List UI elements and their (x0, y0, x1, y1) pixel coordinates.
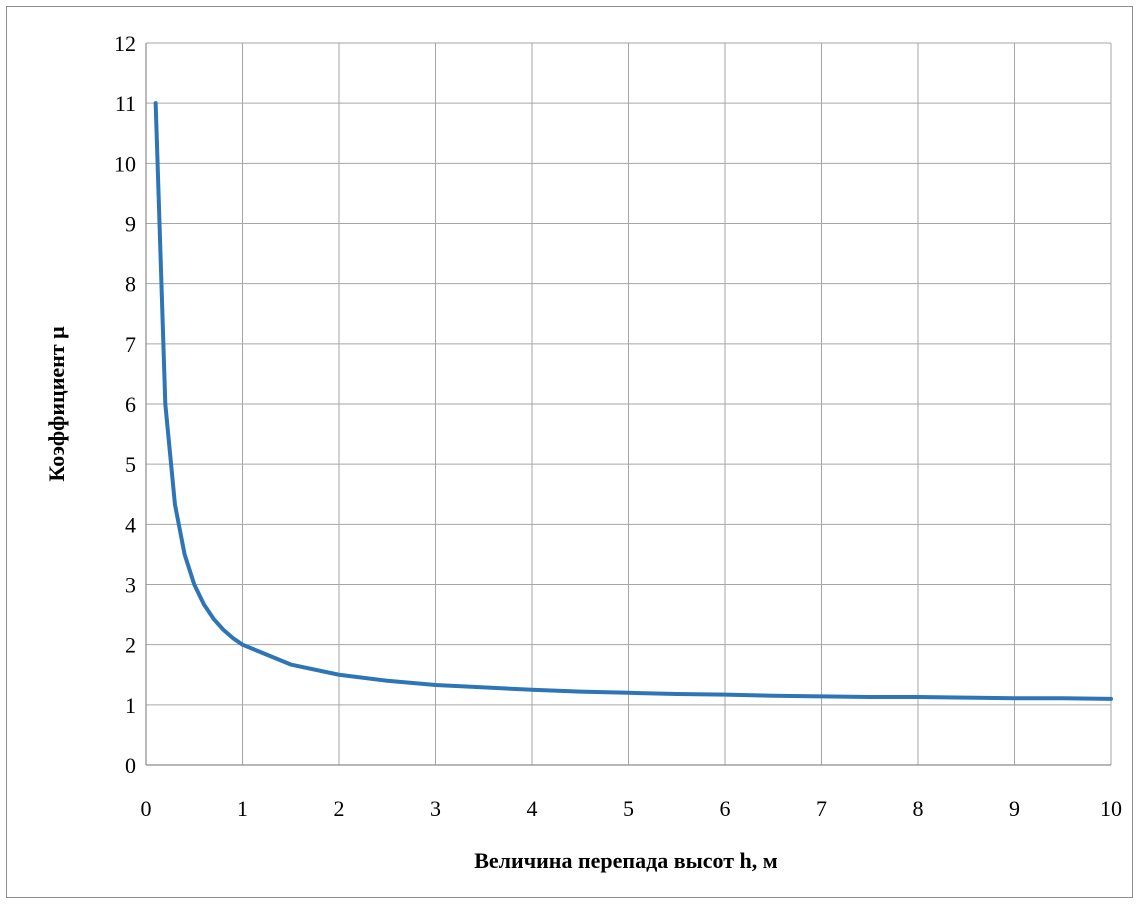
y-tick-label: 11 (115, 91, 136, 116)
x-axis-ticks: 0 1 2 3 4 5 6 7 8 9 10 (141, 796, 1123, 821)
x-tick-label: 9 (1009, 796, 1020, 821)
y-tick-label: 0 (125, 753, 136, 778)
x-tick-label: 8 (913, 796, 924, 821)
series-layer (153, 101, 1113, 701)
y-tick-label: 8 (125, 272, 136, 297)
x-tick-label: 2 (334, 796, 345, 821)
x-tick-label: 10 (1100, 796, 1122, 821)
x-tick-label: 1 (237, 796, 248, 821)
x-tick-label: 4 (527, 796, 538, 821)
y-tick-label: 2 (125, 633, 136, 658)
chart-frame (6, 6, 1133, 898)
y-tick-label: 12 (114, 31, 136, 56)
y-tick-label: 4 (125, 512, 136, 537)
x-tick-label: 3 (430, 796, 441, 821)
x-axis-title: Величина перепада высот h, м (474, 848, 778, 873)
x-tick-label: 7 (816, 796, 827, 821)
x-tick-label: 6 (720, 796, 731, 821)
y-tick-label: 9 (125, 212, 136, 237)
x-tick-label: 5 (623, 796, 634, 821)
y-tick-label: 1 (125, 693, 136, 718)
series-line (153, 101, 1113, 701)
y-tick-label: 6 (125, 392, 136, 417)
y-tick-label: 5 (125, 452, 136, 477)
x-tick-label: 0 (141, 796, 152, 821)
y-tick-label: 3 (125, 573, 136, 598)
y-tick-label: 10 (114, 151, 136, 176)
grid-lines (145, 42, 1112, 766)
y-axis-title: Коэффициент μ (44, 326, 69, 482)
y-tick-label: 7 (125, 332, 136, 357)
